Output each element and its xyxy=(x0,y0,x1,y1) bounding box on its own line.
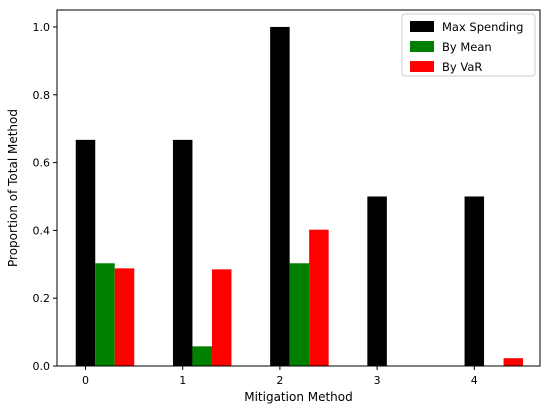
bar-by-var-cat-2 xyxy=(309,229,329,366)
bar-by-var-cat-4 xyxy=(503,358,524,366)
legend-swatch xyxy=(410,61,434,72)
legend-swatch xyxy=(410,21,434,32)
bar-max-spending-cat-2 xyxy=(270,26,290,366)
legend-swatch xyxy=(410,41,434,52)
bar-by-var-cat-1 xyxy=(211,269,232,366)
x-tick-label: 1 xyxy=(179,374,186,387)
legend-label: By Mean xyxy=(442,40,492,54)
x-tick-label: 4 xyxy=(471,374,478,387)
bar-by-mean-cat-1 xyxy=(192,346,212,366)
axes-group: 0 1 2 3 4 0.0 0.2 0.4 0.6 0.8 1.0 xyxy=(33,9,541,387)
y-tick-label: 0.4 xyxy=(33,224,51,237)
bar-max-spending-cat-4 xyxy=(464,196,485,366)
bar-max-spending-cat-3 xyxy=(367,196,387,366)
y-tick-label: 1.0 xyxy=(33,21,51,34)
y-tick-label: 0.6 xyxy=(33,157,51,170)
legend-box xyxy=(401,13,536,77)
y-axis-label: Proportion of Total Method xyxy=(6,109,20,267)
y-tick-label: 0.0 xyxy=(33,360,51,373)
bar-max-spending-cat-0 xyxy=(75,139,96,366)
bar-max-spending-cat-1 xyxy=(172,139,193,366)
bar-by-mean-cat-2 xyxy=(289,263,310,366)
legend-label: Max Spending xyxy=(442,20,523,34)
bar-by-mean-cat-0 xyxy=(95,263,115,366)
x-tick-label: 3 xyxy=(374,374,381,387)
x-tick-label: 2 xyxy=(276,374,283,387)
y-tick-label: 0.2 xyxy=(33,292,51,305)
plot-frame xyxy=(56,9,541,367)
legend-label: By VaR xyxy=(442,60,482,74)
bar-by-var-cat-0 xyxy=(114,268,135,366)
legend: Max Spending By Mean By VaR xyxy=(401,13,536,77)
x-tick-label: 0 xyxy=(82,374,89,387)
x-axis-label: Mitigation Method xyxy=(244,390,353,404)
y-tick-label: 0.8 xyxy=(33,89,51,102)
bars-group xyxy=(75,26,524,366)
